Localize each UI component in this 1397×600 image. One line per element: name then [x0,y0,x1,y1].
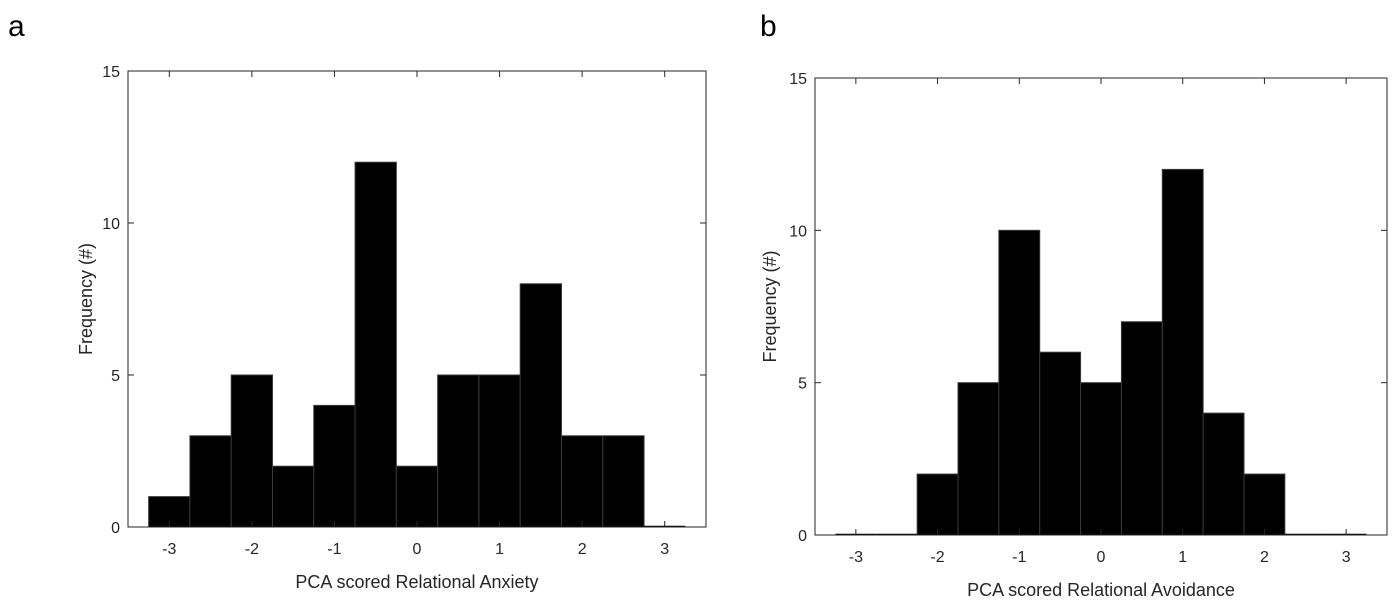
x-axis-label: PCA scored Relational Anxiety [295,572,538,592]
histogram-bar [272,465,315,528]
histogram-bar [519,283,563,528]
x-tick-label: 0 [1097,549,1106,566]
histogram-bar [478,374,521,528]
y-tick-label: 10 [789,223,807,240]
y-axis-label: Frequency (#) [76,243,96,355]
y-tick-label: 15 [102,64,120,81]
histogram-bar [602,435,645,528]
x-tick-label: -3 [162,541,176,558]
histogram-bar [957,382,1000,536]
histogram-bar [313,404,356,528]
x-axis-label: PCA scored Relational Avoidance [967,580,1235,600]
y-tick-label: 5 [798,376,807,393]
y-axis-label: Frequency (#) [760,250,780,362]
histogram-bar [1161,168,1204,536]
panel-label: b [760,10,777,43]
histogram-bar [561,435,604,528]
y-tick-label: 0 [111,520,120,537]
x-tick-label: 1 [1178,549,1187,566]
histogram-panel-a: a -3 -2 -1 0 1 2 3 0 5 10 15 PCA scored Relational A… [8,10,707,592]
x-tick-label: 3 [660,541,669,558]
histogram-bar [230,374,273,528]
x-tick-label: 0 [413,541,422,558]
histogram-bar [916,473,959,536]
y-tick-label: 10 [102,216,120,233]
histogram-bar [189,435,232,528]
histogram-panel-b: b -3 -2 -1 0 1 2 3 0 5 10 15 PCA scored Relational A… [760,10,1388,600]
x-tick-label: 2 [1260,549,1269,566]
x-tick-label: -1 [1012,549,1026,566]
y-tick-label: 5 [111,368,120,385]
x-tick-label: 1 [495,541,504,558]
y-tick-label: 15 [789,71,807,88]
histogram-bar [1202,412,1245,536]
histogram-bar [1243,473,1286,536]
x-tick-label: -2 [930,549,944,566]
histogram-bar [1039,351,1082,536]
x-tick-label: -1 [327,541,341,558]
histogram-bar [998,229,1041,536]
histogram-bar [1120,321,1163,536]
x-tick-label: -2 [245,541,259,558]
x-tick-label: 3 [1342,549,1351,566]
histogram-bar [395,465,439,528]
y-tick-label: 0 [798,528,807,545]
histogram-bar [437,374,480,528]
histogram-bar [1080,382,1122,536]
x-tick-label: 2 [578,541,587,558]
x-tick-label: -3 [849,549,863,566]
histogram-bar [354,161,397,528]
panel-label: a [8,10,25,43]
